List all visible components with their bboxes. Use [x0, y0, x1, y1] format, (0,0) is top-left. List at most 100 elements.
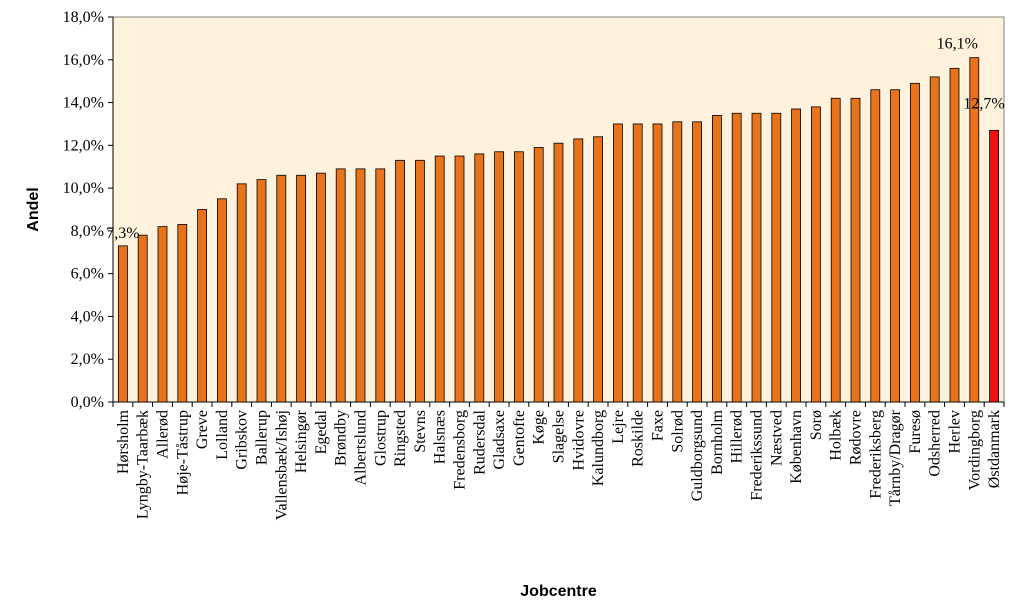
bar: [633, 124, 642, 402]
x-tick-label: Solrød: [669, 410, 686, 453]
bar: [950, 68, 959, 402]
x-tick-label: Brøndby: [333, 410, 350, 466]
x-tick-label: Sorø: [808, 410, 825, 440]
bar: [178, 224, 187, 402]
x-tick-label: Bornholm: [709, 409, 726, 474]
bar: [732, 113, 741, 402]
y-tick-label: 12,0%: [63, 137, 104, 154]
x-tick-label: Kalundborg: [590, 410, 607, 486]
x-tick-label: Tårnby/Dragør: [887, 409, 904, 506]
x-tick-label: Guldborgsund: [689, 410, 706, 501]
bar: [376, 169, 385, 402]
bar: [475, 154, 484, 402]
x-tick-label: Vordingborg: [966, 410, 983, 490]
x-tick-label: Hillerød: [729, 410, 746, 463]
bar: [455, 156, 464, 402]
x-tick-label: Næstved: [768, 410, 785, 466]
x-tick-label: Glostrup: [372, 410, 389, 466]
bar: [772, 113, 781, 402]
y-tick-label: 18,0%: [63, 9, 104, 26]
x-tick-label: Ringsted: [392, 410, 409, 467]
bar: [792, 109, 801, 402]
y-tick-label: 6,0%: [71, 266, 104, 283]
y-tick-label: 16,0%: [63, 52, 104, 69]
x-axis-title: Jobcentre: [520, 583, 597, 600]
x-tick-label: Allerød: [155, 410, 172, 459]
y-tick-label: 14,0%: [63, 95, 104, 112]
bar: [316, 173, 325, 402]
x-tick-label: Vallensbæk/Ishøj: [273, 410, 290, 520]
y-tick-label: 2,0%: [71, 351, 104, 368]
x-tick-label: Holbæk: [828, 410, 845, 461]
bar: [673, 122, 682, 402]
bar: [693, 122, 702, 402]
data-label: 12,7%: [963, 95, 1004, 112]
y-axis-title: Andel: [25, 187, 42, 231]
bar: [534, 147, 543, 402]
bar: [158, 227, 167, 402]
bar: [871, 90, 880, 402]
bar: [277, 175, 286, 402]
bar: [910, 83, 919, 402]
bar: [396, 160, 405, 402]
x-tick-label: Gribskov: [234, 410, 251, 470]
x-tick-label: Frederikssund: [749, 410, 766, 501]
bar: [435, 156, 444, 402]
y-tick-label: 0,0%: [71, 394, 104, 411]
bar: [415, 160, 424, 402]
bar: [930, 77, 939, 402]
data-label: 16,1%: [937, 36, 978, 53]
x-axis: Hørsholm Lyngby-Taarbæk Allerød Høje-Tåstru…: [113, 402, 1004, 520]
bar: [554, 143, 563, 402]
bar: [514, 152, 523, 402]
x-tick-label: Faxe: [650, 410, 667, 441]
x-tick-label: Østdanmark: [986, 410, 1003, 488]
bar: [891, 90, 900, 402]
x-tick-label: Halsnæs: [432, 410, 449, 464]
x-tick-label: Lejre: [610, 410, 627, 444]
bar: [752, 113, 761, 402]
x-tick-label: Slagelse: [551, 410, 568, 463]
x-tick-label: Rudersdal: [471, 409, 488, 474]
y-tick-label: 10,0%: [63, 180, 104, 197]
x-tick-label: Køge: [531, 410, 548, 445]
bar: [118, 246, 127, 402]
x-tick-label: København: [788, 410, 805, 484]
x-tick-label: Stevns: [412, 410, 429, 453]
x-tick-label: Fredensborg: [452, 410, 469, 490]
bar: [237, 184, 246, 402]
x-tick-label: Frederiksberg: [867, 410, 884, 499]
x-tick-label: Rødovre: [848, 410, 865, 465]
x-tick-label: Ballerup: [254, 410, 271, 465]
bar: [574, 139, 583, 402]
y-tick-label: 8,0%: [71, 223, 104, 240]
x-tick-label: Odsherred: [927, 410, 944, 477]
x-tick-label: Høje-Tåstrup: [174, 410, 191, 495]
y-tick-label: 4,0%: [71, 308, 104, 325]
x-tick-label: Hørsholm: [115, 409, 132, 474]
bar: [653, 124, 662, 402]
bar: [336, 169, 345, 402]
bar: [257, 180, 266, 402]
x-tick-label: Hvidovre: [570, 410, 587, 470]
x-tick-label: Herlev: [947, 410, 964, 454]
bar: [613, 124, 622, 402]
bar: [217, 199, 226, 402]
bar: [851, 98, 860, 402]
bar: [831, 98, 840, 402]
x-tick-label: Furesø: [907, 410, 924, 454]
x-tick-label: Albertslund: [353, 410, 370, 486]
x-tick-label: Gentofte: [511, 410, 528, 466]
data-label: 7,3%: [106, 225, 139, 242]
x-tick-label: Roskilde: [630, 410, 647, 467]
bar: [594, 137, 603, 402]
x-tick-label: Lyngby-Taarbæk: [135, 410, 152, 519]
x-tick-label: Greve: [194, 410, 211, 449]
bar: [811, 107, 820, 402]
x-tick-label: Gladsaxe: [491, 410, 508, 470]
bar: [495, 152, 504, 402]
bar: [712, 115, 721, 402]
bar: [297, 175, 306, 402]
x-tick-label: Egedal: [313, 409, 330, 454]
